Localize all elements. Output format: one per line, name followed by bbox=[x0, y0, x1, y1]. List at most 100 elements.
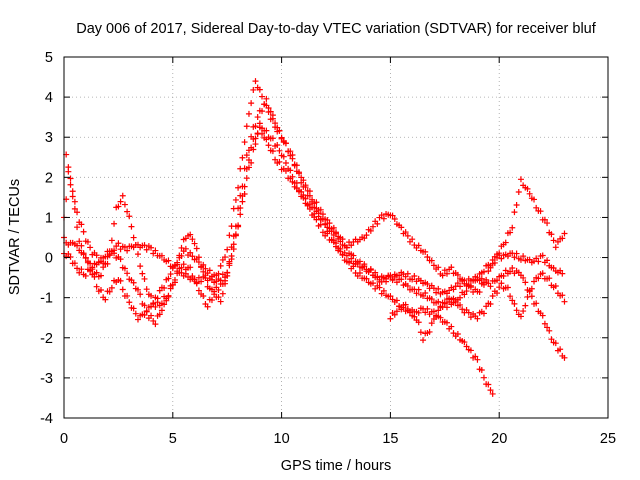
data-point bbox=[106, 288, 113, 295]
data-point bbox=[433, 289, 440, 296]
data-point bbox=[115, 203, 122, 210]
data-point bbox=[306, 188, 313, 195]
data-point bbox=[141, 312, 148, 319]
data-point bbox=[252, 123, 259, 130]
data-point bbox=[535, 258, 542, 265]
data-point bbox=[143, 308, 150, 315]
y-tick-label: 2 bbox=[45, 170, 53, 186]
y-tick-label: -4 bbox=[40, 411, 53, 427]
chart-title: Day 006 of 2017, Sidereal Day-to-day VTE… bbox=[76, 21, 597, 37]
data-point bbox=[241, 139, 248, 146]
data-point bbox=[443, 319, 450, 326]
data-point bbox=[476, 289, 483, 296]
data-point bbox=[71, 198, 78, 205]
data-point bbox=[550, 264, 557, 271]
data-point bbox=[420, 292, 427, 299]
data-point bbox=[507, 229, 514, 236]
data-point bbox=[259, 93, 266, 100]
data-point bbox=[187, 231, 194, 238]
data-point bbox=[319, 215, 326, 222]
data-point bbox=[374, 274, 381, 281]
data-point bbox=[198, 278, 205, 285]
data-point bbox=[230, 246, 237, 253]
data-point bbox=[137, 263, 144, 270]
data-point bbox=[87, 244, 94, 251]
data-point bbox=[439, 272, 446, 279]
data-point bbox=[404, 232, 411, 239]
x-tick-label: 10 bbox=[274, 431, 290, 447]
data-point bbox=[430, 308, 437, 315]
series-track-5 bbox=[387, 270, 568, 344]
data-point bbox=[552, 244, 559, 251]
data-point bbox=[69, 188, 76, 195]
y-tick-label: 5 bbox=[45, 50, 53, 66]
data-point bbox=[296, 169, 303, 176]
data-point bbox=[228, 256, 235, 263]
data-point bbox=[243, 175, 250, 182]
data-point bbox=[95, 259, 102, 266]
data-point bbox=[280, 153, 287, 160]
data-point bbox=[191, 240, 198, 247]
data-point bbox=[544, 257, 551, 264]
data-point bbox=[134, 251, 141, 258]
data-point bbox=[248, 144, 255, 151]
data-point bbox=[193, 245, 200, 252]
data-point bbox=[167, 271, 174, 278]
data-point bbox=[463, 288, 470, 295]
data-point bbox=[561, 354, 568, 361]
data-point bbox=[454, 271, 461, 278]
data-point bbox=[250, 86, 257, 93]
data-point bbox=[467, 314, 474, 321]
data-point bbox=[526, 190, 533, 197]
data-point bbox=[487, 283, 494, 290]
data-point bbox=[269, 135, 276, 142]
data-point bbox=[500, 272, 507, 279]
data-point bbox=[217, 298, 224, 305]
data-point bbox=[324, 217, 331, 224]
data-point bbox=[282, 160, 289, 167]
data-point bbox=[182, 245, 189, 252]
data-point bbox=[369, 280, 376, 287]
data-point bbox=[215, 286, 222, 293]
x-tick-label: 5 bbox=[169, 431, 177, 447]
data-point bbox=[452, 298, 459, 305]
data-point bbox=[148, 244, 155, 251]
data-point bbox=[224, 269, 231, 276]
data-point bbox=[520, 274, 527, 281]
data-point bbox=[108, 237, 115, 244]
data-point bbox=[470, 276, 477, 283]
data-point bbox=[398, 276, 405, 283]
data-point bbox=[502, 267, 509, 274]
data-point bbox=[117, 256, 124, 263]
data-point bbox=[317, 206, 324, 213]
data-point bbox=[276, 147, 283, 154]
data-point bbox=[426, 328, 433, 335]
data-point bbox=[465, 309, 472, 316]
data-point bbox=[130, 279, 137, 286]
data-point bbox=[272, 156, 279, 163]
data-point bbox=[152, 321, 159, 328]
data-point bbox=[561, 230, 568, 237]
data-point bbox=[267, 108, 274, 115]
data-point bbox=[533, 255, 540, 262]
data-point bbox=[219, 290, 226, 297]
data-point bbox=[237, 211, 244, 218]
data-point bbox=[494, 290, 501, 297]
data-point bbox=[215, 270, 222, 277]
data-point bbox=[119, 286, 126, 293]
data-point bbox=[554, 238, 561, 245]
data-point bbox=[487, 264, 494, 271]
data-point bbox=[359, 264, 366, 271]
data-point bbox=[535, 275, 542, 282]
data-point bbox=[82, 254, 89, 261]
data-point bbox=[346, 259, 353, 266]
data-point bbox=[480, 374, 487, 381]
data-point bbox=[363, 232, 370, 239]
data-point bbox=[546, 275, 553, 282]
data-point bbox=[435, 264, 442, 271]
data-point bbox=[269, 112, 276, 119]
data-point bbox=[102, 296, 109, 303]
data-point bbox=[272, 120, 279, 127]
data-point bbox=[420, 337, 427, 344]
